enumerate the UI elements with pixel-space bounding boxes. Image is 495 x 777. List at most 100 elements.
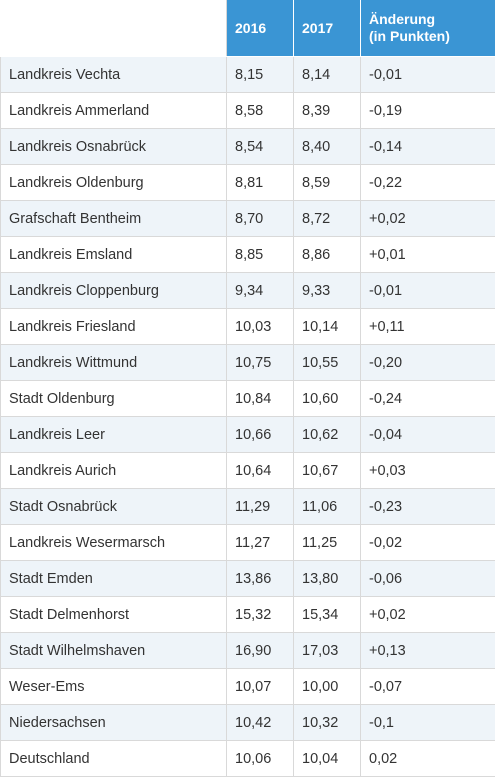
change-cell: -0,01 bbox=[360, 272, 495, 309]
value-2017-cell: 10,60 bbox=[293, 380, 361, 417]
change-cell: -0,20 bbox=[360, 344, 495, 381]
header-2016: 2016 bbox=[226, 0, 294, 57]
region-cell: Landkreis Osnabrück bbox=[0, 128, 227, 165]
value-2016-cell: 8,85 bbox=[226, 236, 294, 273]
table-row: Landkreis Ammerland 8,58 8,39 -0,19 bbox=[0, 92, 495, 129]
value-2016-cell: 8,81 bbox=[226, 164, 294, 201]
table-row: Landkreis Emsland 8,85 8,86 +0,01 bbox=[0, 236, 495, 273]
value-2017-cell: 11,25 bbox=[293, 524, 361, 561]
table-row: Landkreis Osnabrück 8,54 8,40 -0,14 bbox=[0, 128, 495, 165]
header-change: Änderung (in Punkten) bbox=[360, 0, 495, 57]
value-2017-cell: 8,14 bbox=[293, 56, 361, 93]
value-2016-cell: 15,32 bbox=[226, 596, 294, 633]
region-cell: Stadt Delmenhorst bbox=[0, 596, 227, 633]
value-2017-cell: 8,39 bbox=[293, 92, 361, 129]
region-cell: Landkreis Ammerland bbox=[0, 92, 227, 129]
value-2016-cell: 9,34 bbox=[226, 272, 294, 309]
table-row: Landkreis Cloppenburg 9,34 9,33 -0,01 bbox=[0, 272, 495, 309]
value-2017-cell: 10,04 bbox=[293, 740, 361, 777]
region-cell: Stadt Wilhelmshaven bbox=[0, 632, 227, 669]
value-2016-cell: 11,27 bbox=[226, 524, 294, 561]
table-row: Stadt Delmenhorst 15,32 15,34 +0,02 bbox=[0, 596, 495, 633]
change-cell: -0,07 bbox=[360, 668, 495, 705]
table-row: Landkreis Aurich 10,64 10,67 +0,03 bbox=[0, 452, 495, 489]
table-row: Landkreis Oldenburg 8,81 8,59 -0,22 bbox=[0, 164, 495, 201]
header-change-unit: (in Punkten) bbox=[369, 28, 450, 44]
value-2016-cell: 8,70 bbox=[226, 200, 294, 237]
value-2016-cell: 10,06 bbox=[226, 740, 294, 777]
change-cell: +0,13 bbox=[360, 632, 495, 669]
table-row: Stadt Wilhelmshaven 16,90 17,03 +0,13 bbox=[0, 632, 495, 669]
region-cell: Niedersachsen bbox=[0, 704, 227, 741]
change-cell: +0,02 bbox=[360, 200, 495, 237]
value-2017-cell: 10,14 bbox=[293, 308, 361, 345]
value-2016-cell: 10,75 bbox=[226, 344, 294, 381]
table-row: Weser-Ems 10,07 10,00 -0,07 bbox=[0, 668, 495, 705]
change-cell: +0,03 bbox=[360, 452, 495, 489]
header-2017: 2017 bbox=[293, 0, 361, 57]
table-row: Niedersachsen 10,42 10,32 -0,1 bbox=[0, 704, 495, 741]
table-row: Landkreis Friesland 10,03 10,14 +0,11 bbox=[0, 308, 495, 345]
value-2017-cell: 10,32 bbox=[293, 704, 361, 741]
value-2016-cell: 8,58 bbox=[226, 92, 294, 129]
value-2017-cell: 10,62 bbox=[293, 416, 361, 453]
value-2016-cell: 11,29 bbox=[226, 488, 294, 525]
change-cell: +0,01 bbox=[360, 236, 495, 273]
value-2017-cell: 13,80 bbox=[293, 560, 361, 597]
value-2016-cell: 10,42 bbox=[226, 704, 294, 741]
header-region bbox=[0, 0, 227, 57]
table-row: Deutschland 10,06 10,04 0,02 bbox=[0, 740, 495, 777]
region-cell: Stadt Emden bbox=[0, 560, 227, 597]
region-cell: Landkreis Cloppenburg bbox=[0, 272, 227, 309]
value-2017-cell: 8,86 bbox=[293, 236, 361, 273]
region-cell: Weser-Ems bbox=[0, 668, 227, 705]
table-body: Landkreis Vechta 8,15 8,14 -0,01 Landkreis A… bbox=[0, 56, 495, 777]
table-row: Landkreis Wesermarsch 11,27 11,25 -0,02 bbox=[0, 524, 495, 561]
value-2016-cell: 8,15 bbox=[226, 56, 294, 93]
change-cell: +0,11 bbox=[360, 308, 495, 345]
change-cell: +0,02 bbox=[360, 596, 495, 633]
value-2016-cell: 13,86 bbox=[226, 560, 294, 597]
change-cell: -0,04 bbox=[360, 416, 495, 453]
value-2016-cell: 10,66 bbox=[226, 416, 294, 453]
region-cell: Landkreis Wesermarsch bbox=[0, 524, 227, 561]
region-cell: Landkreis Oldenburg bbox=[0, 164, 227, 201]
region-cell: Landkreis Aurich bbox=[0, 452, 227, 489]
change-cell: -0,23 bbox=[360, 488, 495, 525]
region-cell: Landkreis Vechta bbox=[0, 56, 227, 93]
region-cell: Landkreis Friesland bbox=[0, 308, 227, 345]
table-row: Landkreis Wittmund 10,75 10,55 -0,20 bbox=[0, 344, 495, 381]
table-row: Stadt Oldenburg 10,84 10,60 -0,24 bbox=[0, 380, 495, 417]
value-2017-cell: 10,55 bbox=[293, 344, 361, 381]
region-cell: Landkreis Wittmund bbox=[0, 344, 227, 381]
value-2017-cell: 8,59 bbox=[293, 164, 361, 201]
change-cell: -0,01 bbox=[360, 56, 495, 93]
region-cell: Stadt Osnabrück bbox=[0, 488, 227, 525]
value-2016-cell: 10,64 bbox=[226, 452, 294, 489]
value-2017-cell: 10,00 bbox=[293, 668, 361, 705]
value-2017-cell: 8,72 bbox=[293, 200, 361, 237]
value-2016-cell: 10,03 bbox=[226, 308, 294, 345]
value-2017-cell: 11,06 bbox=[293, 488, 361, 525]
region-cell: Landkreis Leer bbox=[0, 416, 227, 453]
region-cell: Landkreis Emsland bbox=[0, 236, 227, 273]
table-header-row: 2016 2017 Änderung (in Punkten) bbox=[0, 0, 495, 57]
region-cell: Stadt Oldenburg bbox=[0, 380, 227, 417]
table-row: Landkreis Vechta 8,15 8,14 -0,01 bbox=[0, 56, 495, 93]
value-2016-cell: 16,90 bbox=[226, 632, 294, 669]
table-row: Grafschaft Bentheim 8,70 8,72 +0,02 bbox=[0, 200, 495, 237]
change-cell: -0,06 bbox=[360, 560, 495, 597]
change-cell: 0,02 bbox=[360, 740, 495, 777]
table-row: Landkreis Leer 10,66 10,62 -0,04 bbox=[0, 416, 495, 453]
region-cell: Deutschland bbox=[0, 740, 227, 777]
value-2017-cell: 8,40 bbox=[293, 128, 361, 165]
region-cell: Grafschaft Bentheim bbox=[0, 200, 227, 237]
change-cell: -0,19 bbox=[360, 92, 495, 129]
value-2017-cell: 17,03 bbox=[293, 632, 361, 669]
value-2017-cell: 9,33 bbox=[293, 272, 361, 309]
table-row: Stadt Emden 13,86 13,80 -0,06 bbox=[0, 560, 495, 597]
value-2016-cell: 8,54 bbox=[226, 128, 294, 165]
change-cell: -0,1 bbox=[360, 704, 495, 741]
